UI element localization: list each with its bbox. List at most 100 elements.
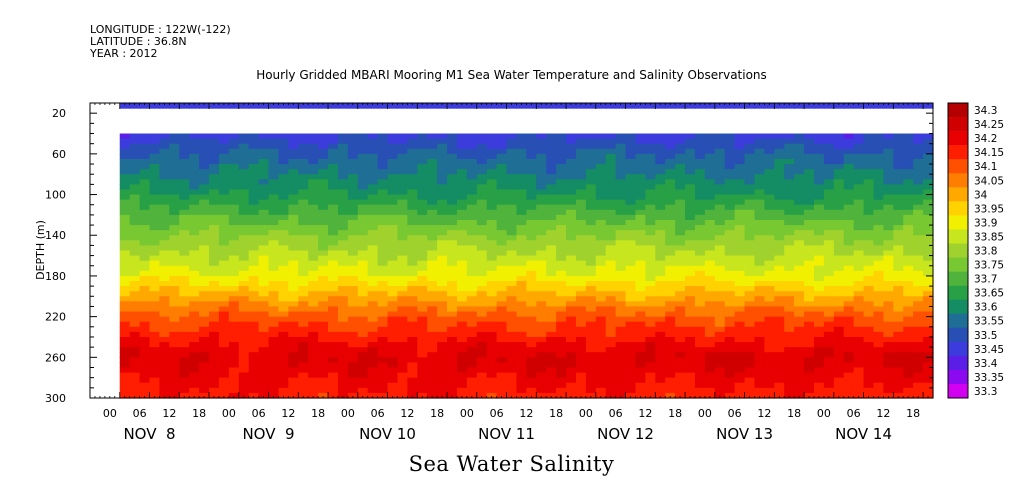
heatmap-cell bbox=[813, 199, 825, 206]
heatmap-cell bbox=[417, 321, 428, 328]
heatmap-cell bbox=[496, 179, 508, 185]
heatmap-cell bbox=[129, 179, 141, 185]
heatmap-cell bbox=[873, 184, 885, 191]
heatmap-cell bbox=[873, 255, 885, 262]
heatmap-cell bbox=[298, 291, 309, 297]
heatmap-cell bbox=[764, 281, 775, 287]
heatmap-cell bbox=[655, 169, 666, 175]
heatmap-cell bbox=[754, 164, 765, 170]
heatmap-cell bbox=[833, 377, 845, 384]
heatmap-cell bbox=[566, 331, 577, 338]
heatmap-cell bbox=[575, 164, 587, 170]
heatmap-cell bbox=[595, 301, 607, 308]
heatmap-cell bbox=[843, 387, 855, 394]
heatmap-cell bbox=[466, 260, 478, 267]
heatmap-cell bbox=[903, 240, 914, 247]
heatmap-cell bbox=[893, 270, 904, 277]
heatmap-cell bbox=[476, 138, 488, 145]
heatmap-cell bbox=[278, 230, 289, 236]
heatmap-cell bbox=[605, 372, 617, 379]
heatmap-cell bbox=[417, 184, 428, 191]
colorbar-swatch bbox=[948, 383, 968, 399]
heatmap-cell bbox=[575, 209, 587, 216]
heatmap-cell bbox=[585, 174, 597, 180]
heatmap-cell bbox=[754, 250, 765, 257]
heatmap-cell bbox=[397, 194, 408, 201]
heatmap-cell bbox=[496, 342, 508, 348]
heatmap-cell bbox=[556, 347, 567, 353]
heatmap-cell bbox=[694, 189, 706, 196]
heatmap-cell bbox=[734, 311, 746, 318]
heatmap-cell bbox=[774, 184, 785, 191]
heatmap-cell bbox=[268, 250, 280, 257]
heatmap-cell bbox=[655, 189, 666, 196]
heatmap-cell bbox=[575, 275, 587, 282]
heatmap-cell bbox=[337, 230, 349, 236]
heatmap-cell bbox=[258, 357, 270, 363]
heatmap-cell bbox=[298, 367, 309, 374]
metadata-block: LONGITUDE : 122W(-122) LATITUDE : 36.8N … bbox=[90, 24, 231, 60]
heatmap-cell bbox=[139, 306, 151, 313]
heatmap-cell bbox=[357, 143, 369, 150]
heatmap-cell bbox=[476, 250, 488, 257]
heatmap-cell bbox=[179, 286, 190, 292]
heatmap-cell bbox=[526, 347, 537, 353]
heatmap-cell bbox=[129, 214, 141, 221]
heatmap-cell bbox=[397, 367, 408, 374]
heatmap-cell bbox=[923, 331, 934, 338]
heatmap-cell bbox=[675, 286, 686, 292]
heatmap-cell bbox=[903, 316, 914, 323]
heatmap-cell bbox=[873, 296, 885, 302]
heatmap-cell bbox=[605, 291, 617, 297]
heatmap-cell bbox=[258, 392, 270, 399]
heatmap-cell bbox=[546, 316, 557, 323]
x-day-label: NOV 10 bbox=[359, 425, 416, 443]
heatmap-cell bbox=[189, 392, 200, 399]
heatmap-cell bbox=[813, 301, 825, 308]
heatmap-cell bbox=[377, 367, 389, 374]
heatmap-cell bbox=[645, 255, 656, 262]
heatmap-cell bbox=[923, 306, 934, 313]
heatmap-cell bbox=[318, 164, 329, 170]
heatmap-cell bbox=[863, 184, 875, 191]
heatmap-cell bbox=[694, 179, 706, 185]
heatmap-cell bbox=[526, 214, 537, 221]
heatmap-cell bbox=[526, 245, 537, 252]
heatmap-cell bbox=[744, 179, 756, 185]
heatmap-cell bbox=[199, 387, 210, 394]
heatmap-cell bbox=[248, 342, 260, 348]
heatmap-cell bbox=[288, 250, 299, 257]
heatmap-cell bbox=[635, 372, 646, 379]
heatmap-cell bbox=[833, 255, 845, 262]
heatmap-cell bbox=[496, 225, 508, 231]
heatmap-cell bbox=[734, 225, 746, 231]
heatmap-cell bbox=[258, 133, 270, 140]
heatmap-cell bbox=[813, 245, 825, 252]
heatmap-cell bbox=[754, 362, 765, 369]
heatmap-cell bbox=[923, 209, 934, 216]
heatmap-cell bbox=[833, 336, 845, 343]
heatmap-cell bbox=[129, 321, 141, 328]
heatmap-cell bbox=[288, 392, 299, 399]
heatmap-cell bbox=[764, 143, 775, 150]
heatmap-cell bbox=[893, 352, 904, 358]
heatmap-cell bbox=[407, 235, 418, 241]
heatmap-cell bbox=[536, 255, 547, 262]
heatmap-cell bbox=[228, 347, 240, 353]
heatmap-cell bbox=[605, 189, 617, 196]
heatmap-cell bbox=[268, 245, 280, 252]
heatmap-cell bbox=[456, 326, 468, 333]
heatmap-cell bbox=[357, 133, 369, 140]
heatmap-cell bbox=[913, 189, 924, 196]
heatmap-cell bbox=[784, 164, 795, 170]
heatmap-cell bbox=[625, 387, 637, 394]
heatmap-cell bbox=[238, 367, 250, 374]
heatmap-cell bbox=[347, 189, 359, 196]
heatmap-cell bbox=[853, 138, 865, 145]
heatmap-cell bbox=[903, 352, 914, 358]
heatmap-cell bbox=[853, 306, 865, 313]
heatmap-cell bbox=[427, 296, 438, 302]
heatmap-cell bbox=[734, 352, 746, 358]
heatmap-cell bbox=[516, 235, 527, 241]
heatmap-cell bbox=[566, 133, 577, 140]
